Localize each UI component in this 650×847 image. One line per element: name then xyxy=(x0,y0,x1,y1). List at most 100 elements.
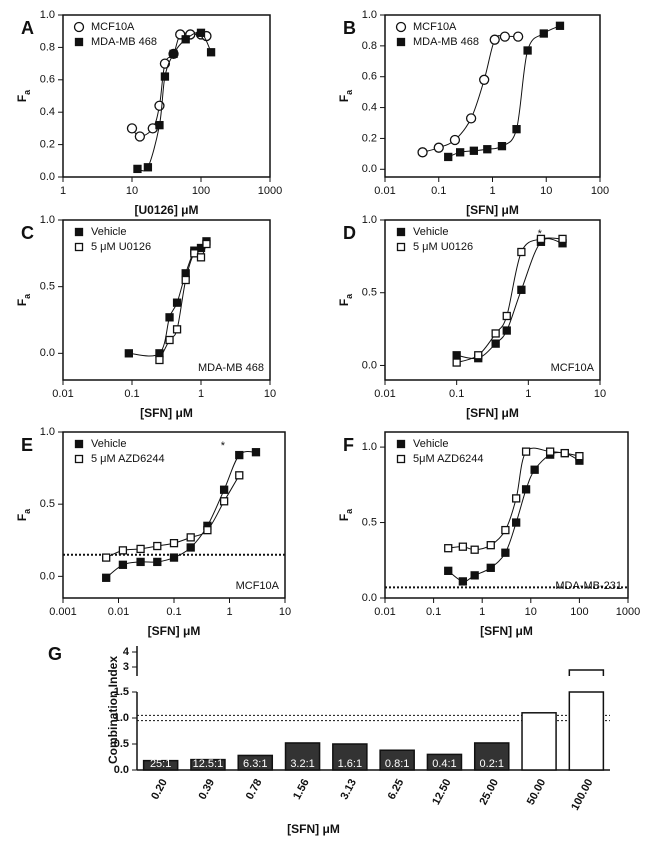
data-point xyxy=(517,247,526,257)
y-tick-label: 0.5 xyxy=(40,281,55,293)
x-tick-label: 0.01 xyxy=(52,388,73,400)
legend-label: 5 μM AZD6244 xyxy=(91,453,165,465)
legend-marker xyxy=(396,439,406,449)
x-tick-label: 12.50 xyxy=(430,777,454,807)
x-tick-label: 0.01 xyxy=(374,388,395,400)
data-point xyxy=(118,560,128,569)
data-point xyxy=(512,494,521,503)
data-point xyxy=(153,557,162,567)
x-tick-label: 0.78 xyxy=(244,777,265,802)
panel-label: A xyxy=(21,18,34,38)
legend-label: MCF10A xyxy=(91,21,135,33)
panel-label: D xyxy=(343,223,356,243)
data-point xyxy=(165,313,174,322)
x-tick-label: 0.20 xyxy=(149,777,170,802)
x-tick-label: 0.1 xyxy=(124,388,139,400)
data-point xyxy=(169,538,179,548)
y-label-sub: a xyxy=(22,508,32,514)
x-tick-label: 0.1 xyxy=(166,606,181,618)
x-axis-label: [SFN] μM xyxy=(140,406,193,420)
data-point xyxy=(455,148,465,157)
legend-label: 5 μM U0126 xyxy=(413,241,473,253)
bar-label: 25:1 xyxy=(150,758,171,770)
y-label-main: F xyxy=(15,299,29,306)
y-tick-label: 0.4 xyxy=(40,106,55,118)
data-point xyxy=(486,563,495,572)
x-tick-label: 1 xyxy=(479,606,485,618)
data-point xyxy=(536,234,546,244)
x-tick-label: 100 xyxy=(591,185,609,197)
plot-frame xyxy=(62,219,271,381)
legend-label: Vehicle xyxy=(91,226,126,238)
y-label-main: F xyxy=(337,95,351,102)
y-label-main: F xyxy=(15,95,29,102)
legend-marker xyxy=(395,21,407,33)
data-point xyxy=(530,465,539,474)
x-tick-label: 1000 xyxy=(616,606,640,618)
legend-marker xyxy=(396,454,406,464)
data-point xyxy=(133,164,142,174)
fit-curve xyxy=(456,237,563,364)
data-point xyxy=(501,548,510,557)
fit-curve xyxy=(422,35,519,153)
data-point xyxy=(517,285,526,294)
panel-label: F xyxy=(343,435,354,455)
data-point xyxy=(470,545,479,554)
y-axis-label: Fa xyxy=(15,89,32,102)
legend-marker xyxy=(74,454,84,464)
y-tick-label: 0.0 xyxy=(362,359,377,371)
data-point xyxy=(465,113,477,124)
bar xyxy=(426,753,463,771)
data-point xyxy=(512,125,521,134)
data-point xyxy=(219,485,229,494)
data-point xyxy=(165,335,174,345)
data-point xyxy=(155,121,164,130)
y-tick-label: 0.0 xyxy=(40,171,55,183)
y-label-main: F xyxy=(337,299,351,306)
panel-note: MCF10A xyxy=(236,580,280,592)
legend-marker xyxy=(74,227,84,237)
data-point xyxy=(181,35,190,44)
data-point xyxy=(512,31,524,42)
y-label-sub: a xyxy=(344,89,354,95)
x-tick-label: 50.00 xyxy=(525,777,549,807)
data-point xyxy=(560,448,569,458)
y-axis-label: Combination Index xyxy=(106,656,120,764)
data-point xyxy=(499,31,511,42)
x-tick-label: 100 xyxy=(192,185,210,197)
x-tick-label: 10 xyxy=(279,606,291,618)
data-point xyxy=(491,339,500,348)
y-tick-label: 0.0 xyxy=(114,764,129,776)
data-point xyxy=(417,147,428,158)
x-tick-label: 0.1 xyxy=(426,606,441,618)
x-tick-label: 6.25 xyxy=(386,777,407,802)
y-tick-label: 0.0 xyxy=(362,163,377,175)
data-point xyxy=(575,451,584,461)
legend-marker xyxy=(396,227,406,237)
legend-marker xyxy=(74,439,84,449)
data-point xyxy=(202,239,211,249)
y-tick-label: 0.8 xyxy=(362,40,377,52)
y-label-sub: a xyxy=(22,293,32,299)
data-point xyxy=(186,533,195,542)
bar xyxy=(237,754,274,771)
x-tick-label: 10 xyxy=(126,185,138,197)
data-point xyxy=(521,485,531,494)
data-point xyxy=(219,497,229,506)
data-point xyxy=(126,123,138,134)
x-axis-label: [SFN] μM xyxy=(287,822,340,836)
y-tick-label: 4 xyxy=(123,646,130,658)
legend-marker xyxy=(74,242,84,252)
significance-star: * xyxy=(221,440,226,452)
x-axis-label: [U0126] μM xyxy=(134,203,198,217)
data-point xyxy=(196,28,206,37)
data-point xyxy=(206,48,216,57)
x-tick-label: 1 xyxy=(525,388,531,400)
y-tick-label: 1.0 xyxy=(362,441,377,453)
x-tick-label: 3.13 xyxy=(338,777,359,802)
fit-curve xyxy=(447,451,580,582)
data-point xyxy=(521,447,531,456)
plot-frame xyxy=(384,219,601,381)
bar-label: 1.6:1 xyxy=(338,758,362,770)
